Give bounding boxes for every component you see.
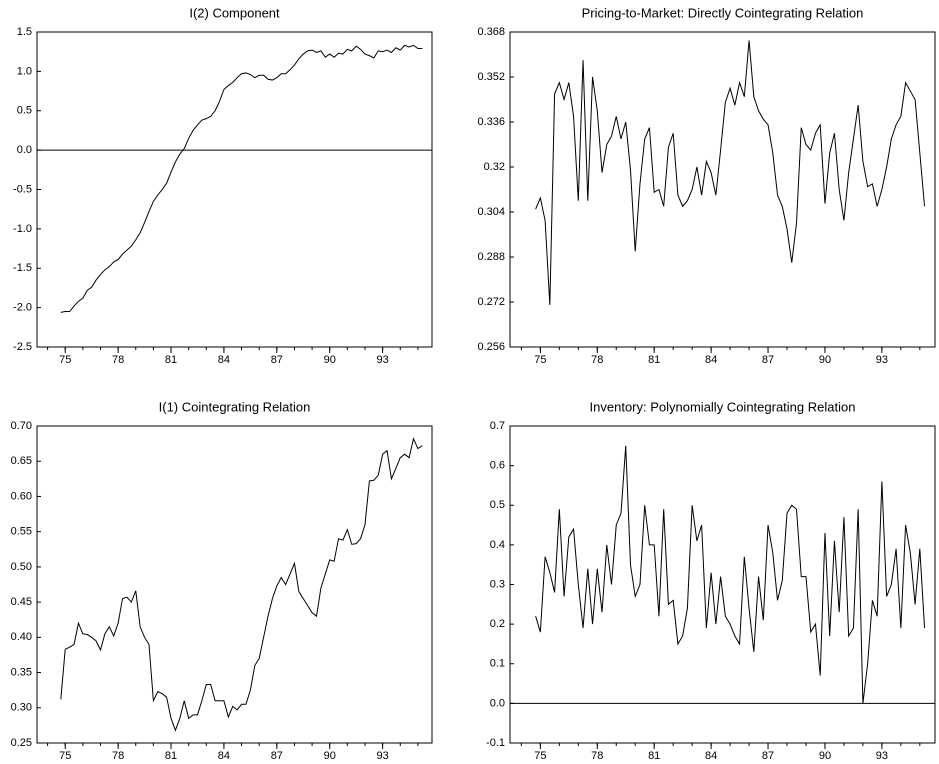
y-tick-label: -1.0 bbox=[13, 223, 32, 235]
y-tick-label: 0.65 bbox=[11, 455, 32, 467]
panel: I(1) Cointegrating Relation 0.25 0.30 0.35 0… bbox=[11, 399, 433, 762]
x-tick-label: 87 bbox=[271, 750, 283, 762]
panel: Pricing-to-Market: Directly Cointegratin… bbox=[477, 5, 936, 366]
panel-title: I(2) Component bbox=[189, 5, 280, 20]
x-tick-label: 84 bbox=[218, 354, 230, 366]
x-tick-label: 75 bbox=[59, 750, 71, 762]
y-tick-label: 0.7 bbox=[490, 420, 505, 432]
x-tick-label: 81 bbox=[648, 750, 660, 762]
panel: Inventory: Polynomially Cointegrating Re… bbox=[486, 399, 936, 762]
y-tick-label: 0.32 bbox=[484, 161, 505, 173]
y-tick-label: 0.2 bbox=[490, 618, 505, 630]
x-tick-label: 87 bbox=[762, 354, 774, 366]
y-tick-label: 0.288 bbox=[477, 251, 505, 263]
y-tick-label: 0.40 bbox=[11, 631, 32, 643]
x-tick-label: 93 bbox=[377, 354, 389, 366]
y-tick-label: 0.6 bbox=[490, 460, 505, 472]
x-tick-label: 81 bbox=[648, 354, 660, 366]
y-tick-label: 0.3 bbox=[490, 578, 505, 590]
plot-frame bbox=[36, 425, 433, 744]
y-tick-label: 0.1 bbox=[490, 658, 505, 670]
x-tick-label: 78 bbox=[112, 750, 124, 762]
y-tick-label: 0.352 bbox=[477, 71, 505, 83]
y-tick-label: 1.5 bbox=[17, 26, 32, 38]
y-tick-label: 0.30 bbox=[11, 702, 32, 714]
panel-title: I(1) Cointegrating Relation bbox=[159, 399, 311, 414]
x-tick-label: 84 bbox=[218, 750, 230, 762]
y-tick-label: 0.25 bbox=[11, 737, 32, 749]
y-tick-label: -0.1 bbox=[486, 737, 505, 749]
y-tick-label: 0.4 bbox=[490, 539, 505, 551]
x-tick-label: 90 bbox=[324, 354, 336, 366]
y-tick-label: 0.0 bbox=[17, 144, 32, 156]
y-tick-label: 1.0 bbox=[17, 65, 32, 77]
panel: I(2) Component -2.5 -2.0 -1.5 -1.0 -0.5 0.0 0.5… bbox=[13, 5, 433, 366]
y-tick-label: 0.272 bbox=[477, 296, 505, 308]
x-tick-label: 84 bbox=[705, 354, 717, 366]
y-tick-label: 0.5 bbox=[17, 105, 32, 117]
x-tick-label: 78 bbox=[591, 354, 603, 366]
data-line bbox=[535, 40, 926, 305]
x-tick-label: 84 bbox=[705, 750, 717, 762]
data-line bbox=[60, 437, 423, 732]
panel-title: Pricing-to-Market: Directly Cointegratin… bbox=[582, 5, 864, 20]
x-tick-label: 87 bbox=[271, 354, 283, 366]
y-tick-label: 0.0 bbox=[490, 697, 505, 709]
y-tick-label: 0.50 bbox=[11, 561, 32, 573]
y-tick-label: 0.304 bbox=[477, 206, 505, 218]
y-tick-label: 0.336 bbox=[477, 116, 505, 128]
data-line bbox=[535, 445, 926, 704]
panel-title: Inventory: Polynomially Cointegrating Re… bbox=[590, 399, 856, 414]
y-tick-label: 0.256 bbox=[477, 341, 505, 353]
y-tick-label: 0.368 bbox=[477, 26, 505, 38]
x-tick-label: 90 bbox=[324, 750, 336, 762]
x-tick-label: 75 bbox=[59, 354, 71, 366]
x-tick-label: 81 bbox=[165, 354, 177, 366]
x-tick-label: 75 bbox=[534, 750, 546, 762]
y-tick-label: 0.35 bbox=[11, 666, 32, 678]
x-tick-label: 90 bbox=[819, 354, 831, 366]
x-tick-label: 93 bbox=[377, 750, 389, 762]
x-tick-label: 75 bbox=[534, 354, 546, 366]
plot-frame bbox=[509, 31, 936, 348]
y-tick-label: -0.5 bbox=[13, 183, 32, 195]
x-tick-label: 90 bbox=[819, 750, 831, 762]
y-tick-label: -2.5 bbox=[13, 341, 32, 353]
y-tick-label: 0.5 bbox=[490, 499, 505, 511]
y-tick-label: 0.45 bbox=[11, 596, 32, 608]
x-tick-label: 81 bbox=[165, 750, 177, 762]
x-tick-label: 78 bbox=[112, 354, 124, 366]
x-tick-label: 87 bbox=[762, 750, 774, 762]
x-tick-label: 93 bbox=[876, 354, 888, 366]
plot-frame bbox=[36, 31, 433, 348]
data-line bbox=[60, 44, 423, 313]
y-tick-label: 0.55 bbox=[11, 526, 32, 538]
y-tick-label: 0.60 bbox=[11, 490, 32, 502]
y-tick-label: -1.5 bbox=[13, 262, 32, 274]
plot-frame bbox=[509, 425, 936, 744]
x-tick-label: 93 bbox=[876, 750, 888, 762]
x-tick-label: 78 bbox=[591, 750, 603, 762]
y-tick-label: -2.0 bbox=[13, 302, 32, 314]
y-tick-label: 0.70 bbox=[11, 420, 32, 432]
